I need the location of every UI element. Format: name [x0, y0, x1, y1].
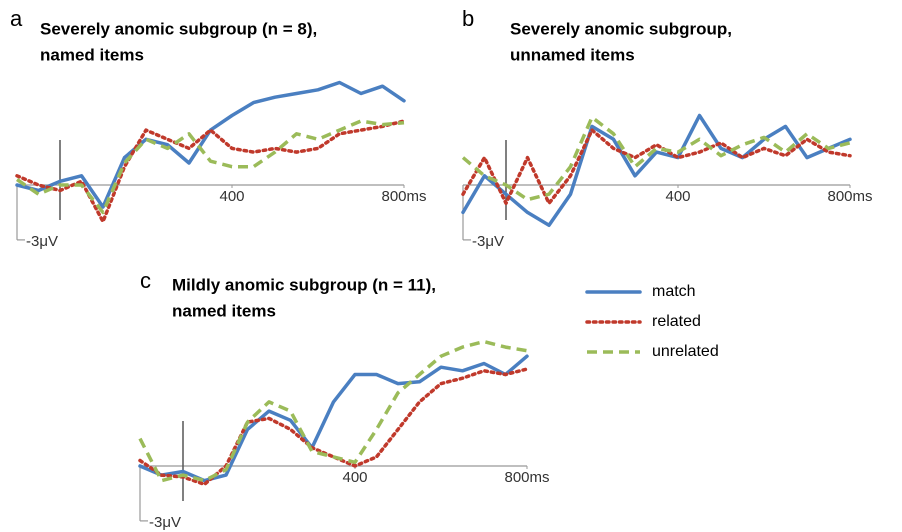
panel-title: Severely anomic subgroup, [510, 19, 732, 38]
x-tick-label: 800ms [504, 469, 549, 486]
series-line [138, 367, 529, 487]
legend-label: match [652, 283, 696, 300]
series-line [138, 339, 528, 483]
series-line [138, 354, 529, 483]
scale-bar-label: -3μV [472, 233, 504, 250]
series-line [15, 119, 406, 224]
panel-title: Severely anomic subgroup (n = 8), [40, 19, 317, 38]
panel-title: named items [40, 45, 144, 64]
panel-title: Mildly anomic subgroup (n = 11), [172, 275, 436, 294]
scale-bar-label: -3μV [26, 233, 58, 250]
series-line [461, 128, 852, 206]
scale-bar-label: -3μV [149, 514, 181, 531]
panel-label: c [140, 268, 151, 293]
series-line [16, 119, 405, 215]
series-line [15, 80, 406, 209]
x-tick-label: 400 [342, 469, 367, 486]
x-tick-label: 400 [665, 188, 690, 205]
panel-title: named items [172, 301, 276, 320]
series-line [461, 113, 852, 228]
x-tick-label: 800ms [381, 188, 426, 205]
panel-title: unnamed items [510, 45, 635, 64]
series-line [461, 115, 851, 202]
x-tick-label: 400 [219, 188, 244, 205]
legend-label: related [652, 313, 701, 330]
legend-label: unrelated [652, 343, 719, 360]
panel-label: b [462, 6, 474, 31]
panel-label: a [10, 6, 23, 31]
x-tick-label: 800ms [827, 188, 872, 205]
